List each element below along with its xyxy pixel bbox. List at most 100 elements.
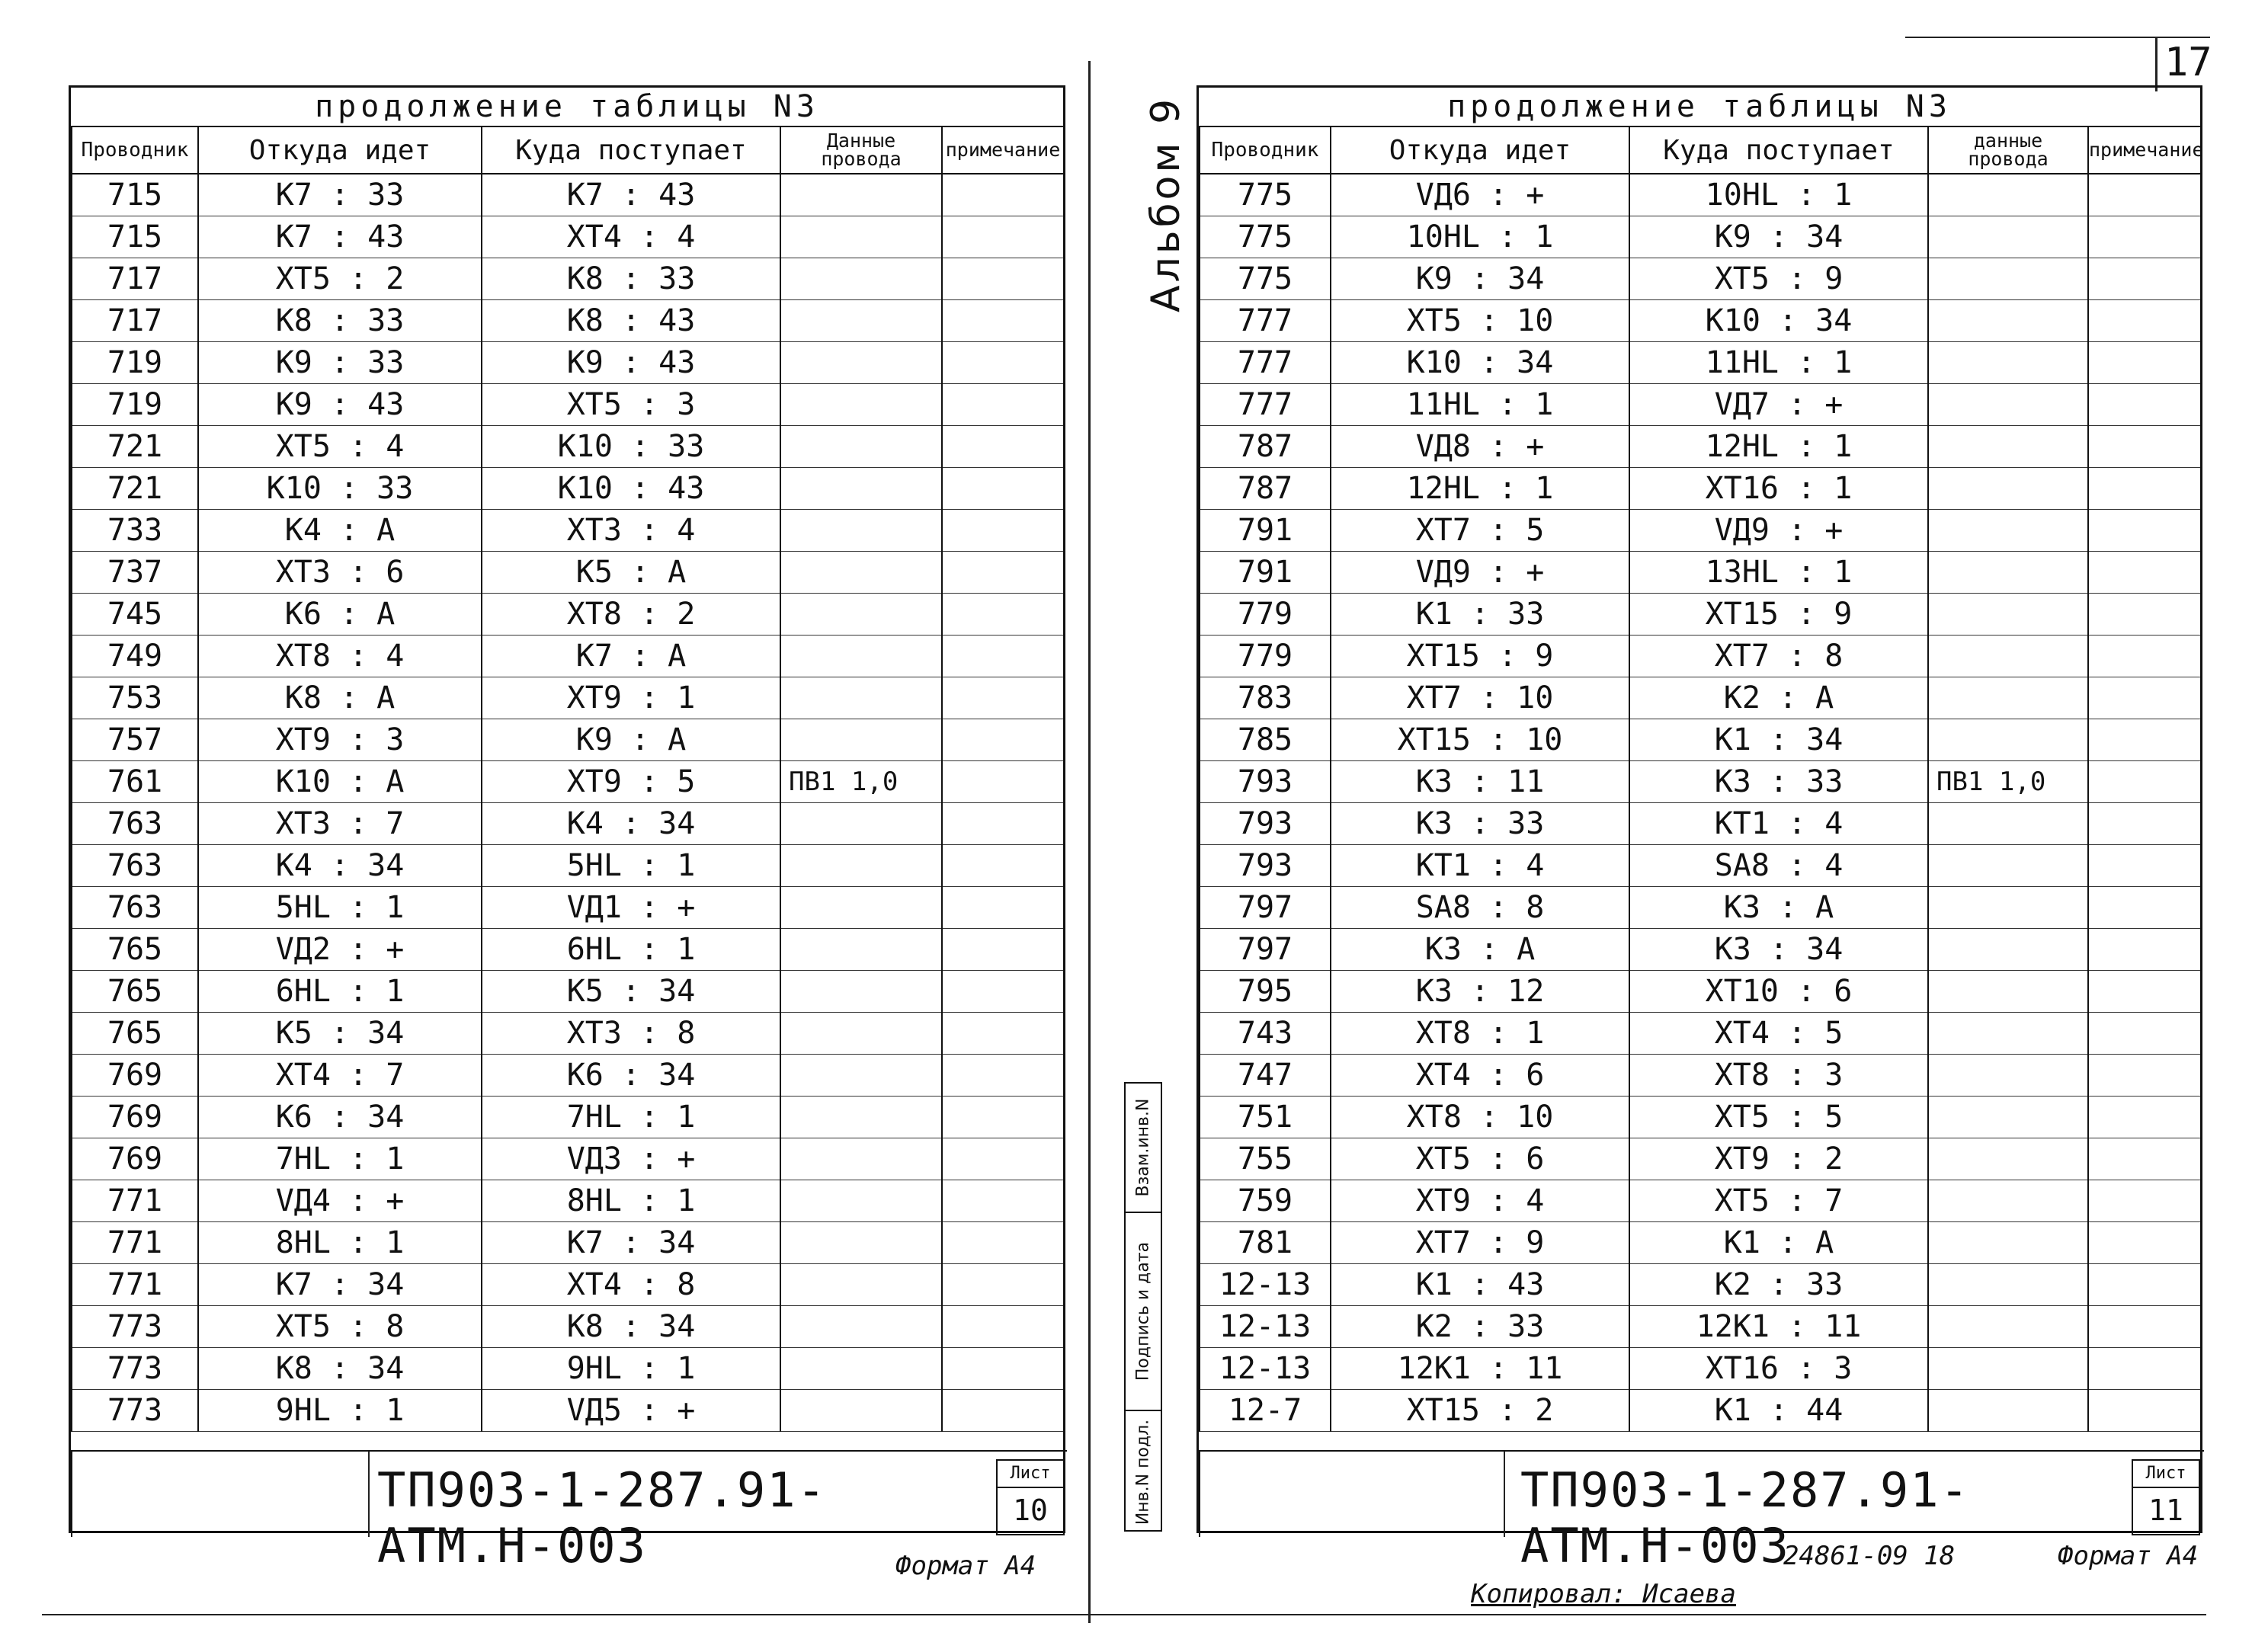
- cell-to: К7 : 43: [481, 174, 781, 216]
- cell-note: [941, 886, 1065, 929]
- cell-from: ХТ15 : 10: [1330, 719, 1630, 761]
- header-wire-data: Данные провода: [780, 126, 943, 174]
- cell-from: ХТ5 : 8: [197, 1305, 482, 1348]
- cell-note: [941, 677, 1065, 719]
- cell-note: [941, 383, 1065, 426]
- cell-wire: 797: [1199, 886, 1331, 929]
- cell-wire: 719: [71, 383, 199, 426]
- cell-note: [941, 635, 1065, 677]
- cell-wire: 775: [1199, 216, 1331, 258]
- cell-from: К6 : А: [197, 593, 482, 636]
- cell-wire: 765: [71, 928, 199, 971]
- page-number-divider: [2155, 38, 2157, 91]
- table-row: 797 К3 : А К3 : 34: [1199, 928, 2202, 971]
- cell-wire: 773: [71, 1305, 199, 1348]
- cell-wire: 797: [1199, 928, 1331, 971]
- album-label: Альбом 9: [1143, 95, 1189, 312]
- cell-wire-data: [780, 1054, 943, 1097]
- cell-wire: 745: [71, 593, 199, 636]
- cell-from: К10 : 34: [1330, 341, 1630, 384]
- cell-to: К3 : 34: [1629, 928, 1929, 971]
- cell-wire-data: [780, 802, 943, 845]
- cell-to: 12К1 : 11: [1629, 1305, 1929, 1348]
- cell-from: SA8 : 8: [1330, 886, 1630, 929]
- table-row: 715 К7 : 33 К7 : 43: [71, 174, 1065, 216]
- cell-note: [941, 1347, 1065, 1390]
- cell-to: К10 : 34: [1629, 299, 1929, 342]
- cell-to: 12HL : 1: [1629, 425, 1929, 468]
- cell-wire-data: [780, 635, 943, 677]
- cell-wire: 777: [1199, 383, 1331, 426]
- cell-to: ХТ5 : 9: [1629, 258, 1929, 300]
- table-row: 775 VД6 : +10HL : 1: [1199, 174, 2202, 216]
- cell-note: [941, 1263, 1065, 1306]
- sheet-number: 10: [1013, 1494, 1048, 1527]
- cell-wire: 773: [71, 1347, 199, 1390]
- cell-wire: 775: [1199, 174, 1331, 216]
- cell-to: VД9 : +: [1629, 509, 1929, 552]
- cell-from: 10HL : 1: [1330, 216, 1630, 258]
- cell-to: К2 : А: [1629, 677, 1929, 719]
- cell-wire: 771: [71, 1221, 199, 1264]
- cell-to: ХТ4 : 8: [481, 1263, 781, 1306]
- table-row: 791 VД9 : +13HL : 1: [1199, 551, 2202, 594]
- cell-to: К7 : А: [481, 635, 781, 677]
- cell-wire-data: [1927, 1347, 2089, 1390]
- table-row: 783 ХТ7 : 10 К2 : А: [1199, 677, 2202, 719]
- cell-to: К4 : 34: [481, 802, 781, 845]
- cell-note: [2087, 1389, 2202, 1432]
- table-row: 755 ХТ5 : 6 ХТ9 : 2: [1199, 1138, 2202, 1180]
- title-block: ТП903-1-287.91- АТМ.Н-003 Лист 10: [71, 1450, 1067, 1574]
- cell-note: [2087, 593, 2202, 636]
- cell-wire-data: [780, 383, 943, 426]
- cell-wire: 779: [1199, 593, 1331, 636]
- cell-to: К9 : 34: [1629, 216, 1929, 258]
- cell-wire: 755: [1199, 1138, 1331, 1180]
- cell-from: VД2 : +: [197, 928, 482, 971]
- cell-note: [941, 1012, 1065, 1055]
- cell-wire: 717: [71, 258, 199, 300]
- cell-to: К1 : 34: [1629, 719, 1929, 761]
- cell-from: ХТ5 : 6: [1330, 1138, 1630, 1180]
- cell-note: [2087, 174, 2202, 216]
- table-row: 715 К7 : 43 ХТ4 : 4: [71, 216, 1065, 258]
- title-block-divider: [368, 1452, 370, 1537]
- cell-wire: 791: [1199, 509, 1331, 552]
- cell-from: VД6 : +: [1330, 174, 1630, 216]
- table-row: 787 12HL : 1 ХТ16 : 1: [1199, 467, 2202, 510]
- table-row: 773 ХТ5 : 8 К8 : 34: [71, 1305, 1065, 1348]
- cell-to: 11HL : 1: [1629, 341, 1929, 384]
- cell-from: ХТ15 : 9: [1330, 635, 1630, 677]
- cell-from: К10 : А: [197, 760, 482, 803]
- cell-wire-data: [1927, 1221, 2089, 1264]
- cell-to: 13HL : 1: [1629, 551, 1929, 594]
- cell-wire-data: [1927, 677, 2089, 719]
- cell-note: [941, 970, 1065, 1013]
- cell-to: 5HL : 1: [481, 844, 781, 887]
- cell-from: ХТ4 : 6: [1330, 1054, 1630, 1097]
- table-row: 787 VД8 : +12HL : 1: [1199, 425, 2202, 468]
- cell-wire: 719: [71, 341, 199, 384]
- cell-to: ХТ3 : 8: [481, 1012, 781, 1055]
- cell-wire-data: [1927, 509, 2089, 552]
- cell-from: К1 : 33: [1330, 593, 1630, 636]
- cell-wire: 753: [71, 677, 199, 719]
- cell-from: ХТ5 : 4: [197, 425, 482, 468]
- table-row: 12-13 12К1 : 11 ХТ16 : 3: [1199, 1347, 2202, 1390]
- side-cell-original-inv: Инв.N подл.: [1133, 1419, 1153, 1526]
- table-row: 743 ХТ8 : 1 ХТ4 : 5: [1199, 1012, 2202, 1055]
- cell-from: К7 : 34: [197, 1263, 482, 1306]
- cell-wire-data: [780, 886, 943, 929]
- cell-wire-data: [780, 551, 943, 594]
- cell-from: 8HL : 1: [197, 1221, 482, 1264]
- table-row: 775 10HL : 1 К9 : 34: [1199, 216, 2202, 258]
- cell-wire-data: [1927, 1054, 2089, 1097]
- cell-to: 8HL : 1: [481, 1180, 781, 1222]
- cell-from: К7 : 33: [197, 174, 482, 216]
- cell-to: К8 : 34: [481, 1305, 781, 1348]
- cell-wire-data: [780, 1138, 943, 1180]
- cell-from: ХТ9 : 4: [1330, 1180, 1630, 1222]
- cell-wire: 769: [71, 1138, 199, 1180]
- cell-wire: 12-13: [1199, 1347, 1331, 1390]
- cell-wire: 763: [71, 844, 199, 887]
